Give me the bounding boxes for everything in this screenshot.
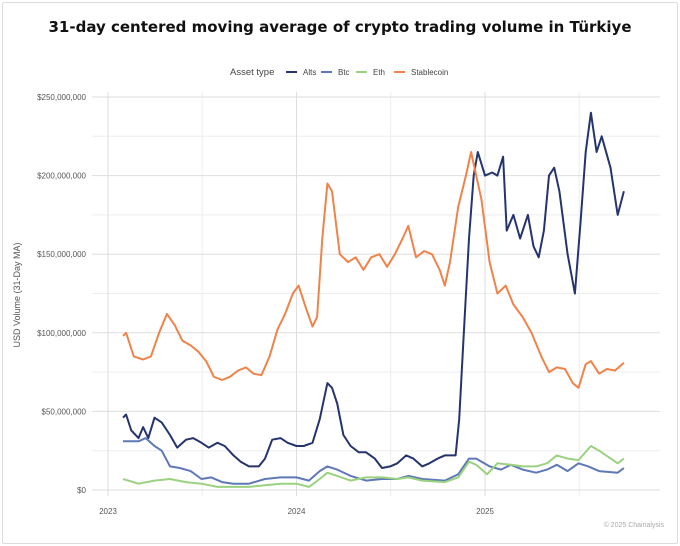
series-lines [122,111,625,488]
chart-title: 31-day centered moving average of crypto… [48,18,632,36]
legend-label-btc: Btc [338,68,350,77]
legend-label-alts: Alts [303,68,316,77]
y-tick-label: $50,000,000 [42,407,87,416]
legend-title: Asset type [230,67,274,78]
x-tick-label: 2024 [288,507,306,516]
series-line-eth [122,445,625,488]
series-line-btc [123,437,625,485]
copyright: © 2025 Chainalysis [604,521,665,529]
legend-label-stablecoin: Stablecoin [411,68,448,77]
x-tick-label: 2023 [99,507,117,516]
y-tick-label: $0 [77,486,86,495]
y-tick-label: $250,000,000 [37,93,86,102]
y-axis-ticks: $0 $50,000,000 $100,000,000 $150,000,000 $20… [37,93,86,495]
y-axis-title: USD Volume (31-Day MA) [12,242,22,347]
y-tick-label: $100,000,000 [37,329,86,338]
x-axis-ticks: 2023 2024 2025 [99,507,494,516]
series-line-alts [122,111,625,469]
y-tick-label: $200,000,000 [37,172,86,181]
legend: Asset type Alts Btc Eth Stablecoin [230,67,448,78]
y-tick-label: $150,000,000 [37,250,86,259]
gridlines [92,92,660,496]
x-tick-label: 2025 [476,507,494,516]
series-line-stablecoin [122,151,625,389]
legend-label-eth: Eth [373,68,385,77]
